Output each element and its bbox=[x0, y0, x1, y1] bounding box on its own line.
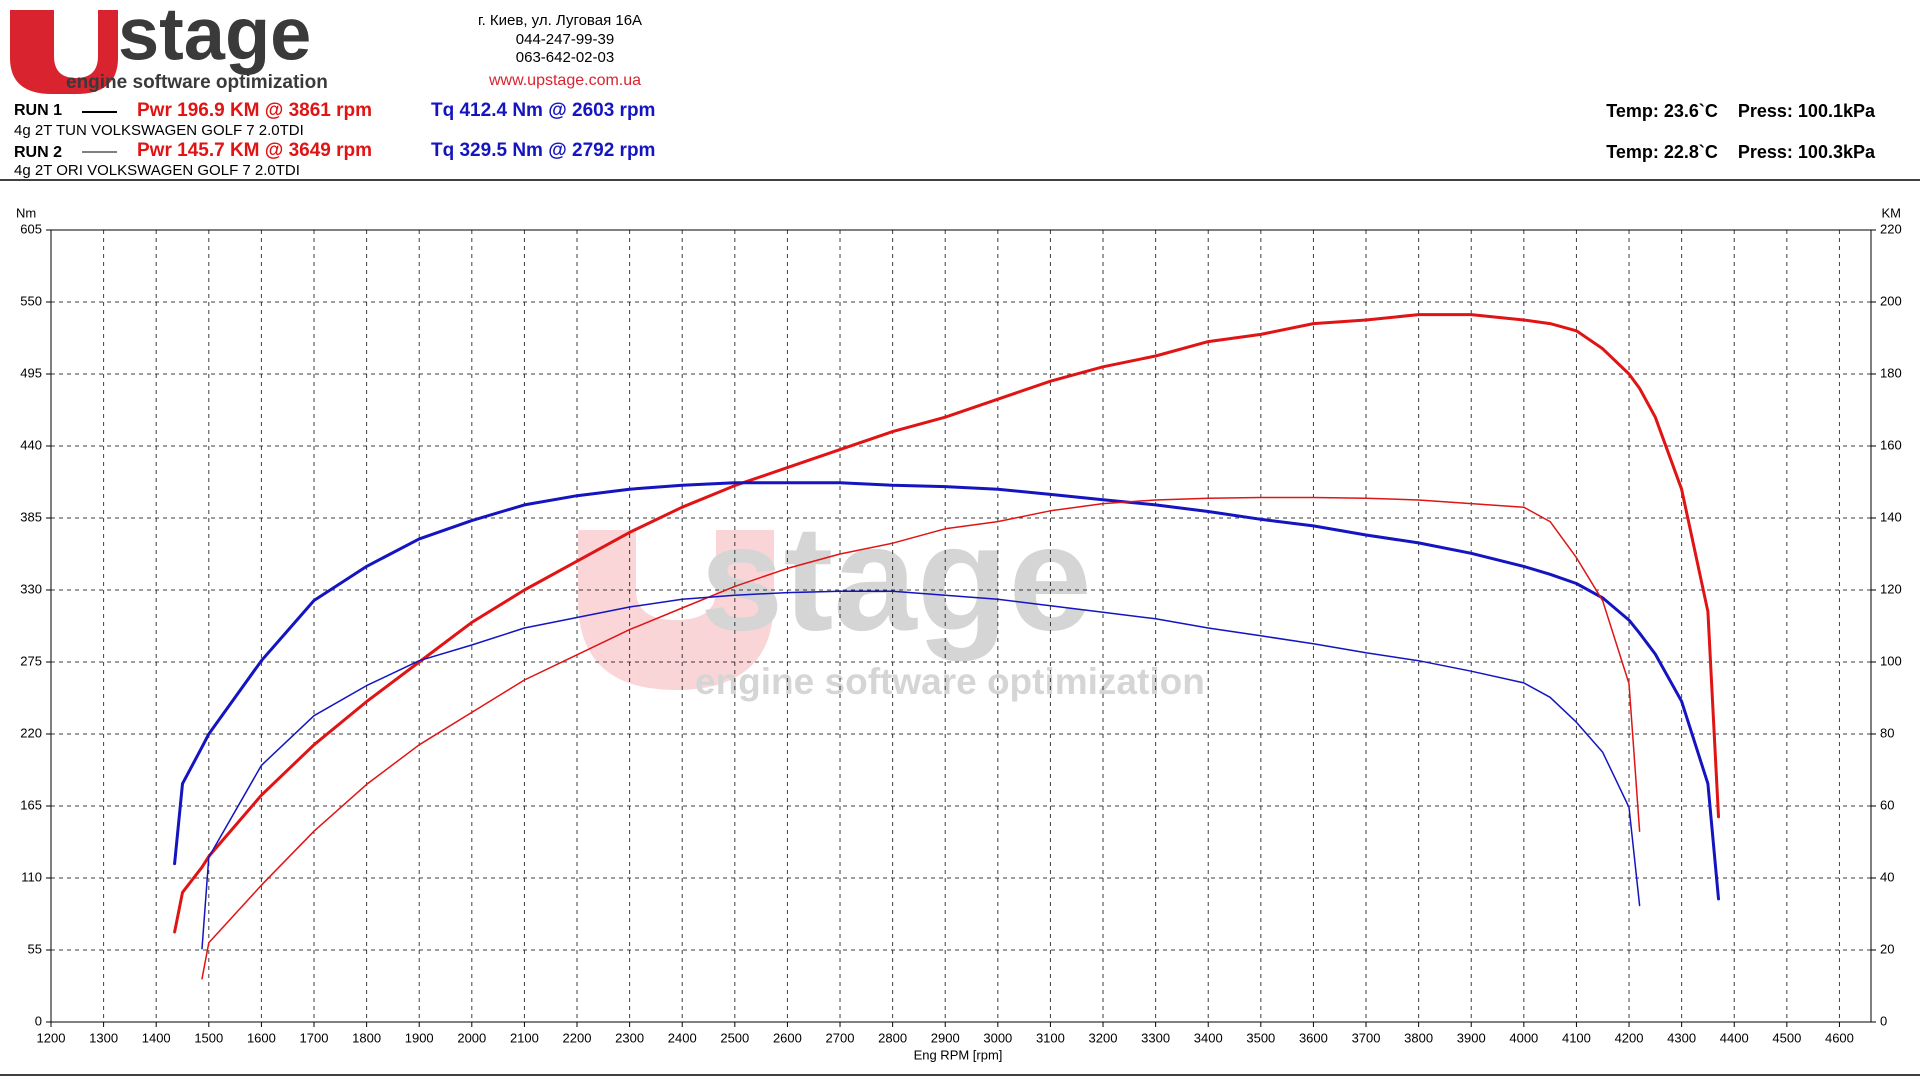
y-tick-label: 440 bbox=[20, 437, 42, 452]
series-line bbox=[173, 481, 1720, 901]
x-tick-label: 3600 bbox=[1299, 1030, 1328, 1045]
address-line: 044-247-99-39 bbox=[516, 31, 614, 48]
x-tick-label: 3700 bbox=[1352, 1030, 1381, 1045]
y2-tick-label: 200 bbox=[1880, 293, 1902, 308]
y-axis-label: Nm bbox=[16, 205, 36, 220]
y-tick-label: 550 bbox=[20, 293, 42, 308]
watermark: stage engine software optimization bbox=[578, 494, 1205, 702]
x-tick-label: 2300 bbox=[615, 1030, 644, 1045]
watermark-text: stage bbox=[700, 494, 1092, 662]
y-tick-label: 385 bbox=[20, 509, 42, 524]
y2-axis-label: KM bbox=[1882, 205, 1902, 220]
y-tick-label: 330 bbox=[20, 581, 42, 596]
x-tick-label: 2100 bbox=[510, 1030, 539, 1045]
x-tick-label: 3300 bbox=[1141, 1030, 1170, 1045]
logo-text: stage bbox=[118, 0, 311, 76]
x-tick-label: 3100 bbox=[1036, 1030, 1065, 1045]
y2-tick-label: 40 bbox=[1880, 869, 1894, 884]
logo-tagline: engine software optimization bbox=[66, 72, 328, 93]
x-tick-label: 2900 bbox=[931, 1030, 960, 1045]
series-line bbox=[201, 496, 1641, 980]
x-tick-label: 4600 bbox=[1825, 1030, 1854, 1045]
logo: stage engine software optimization bbox=[10, 0, 328, 94]
x-tick-label: 4200 bbox=[1615, 1030, 1644, 1045]
x-tick-label: 3000 bbox=[983, 1030, 1012, 1045]
x-tick-label: 3200 bbox=[1089, 1030, 1118, 1045]
website: www.upstage.com.ua bbox=[488, 72, 641, 89]
y-tick-label: 275 bbox=[20, 653, 42, 668]
y-tick-label: 605 bbox=[20, 221, 42, 236]
x-tick-label: 2200 bbox=[563, 1030, 592, 1045]
x-tick-label: 3900 bbox=[1457, 1030, 1486, 1045]
y-tick-label: 55 bbox=[28, 941, 42, 956]
run-label: RUN 2 bbox=[14, 144, 62, 161]
x-tick-label: 2000 bbox=[457, 1030, 486, 1045]
legend-entry: Pwr 145.7 KM @ 3649 rpm bbox=[137, 140, 372, 161]
x-tick-label: 1300 bbox=[89, 1030, 118, 1045]
y2-tick-label: 120 bbox=[1880, 581, 1902, 596]
x-tick-label: 1400 bbox=[142, 1030, 171, 1045]
y-tick-label: 0 bbox=[35, 1013, 42, 1028]
y-tick-label: 220 bbox=[20, 725, 42, 740]
y2-tick-label: 220 bbox=[1880, 221, 1902, 236]
x-tick-label: 2700 bbox=[826, 1030, 855, 1045]
x-tick-label: 1900 bbox=[405, 1030, 434, 1045]
y2-tick-label: 140 bbox=[1880, 509, 1902, 524]
run-conditions: Temp: 22.8`C Press: 100.3kPa bbox=[1606, 142, 1876, 162]
x-axis-label: Eng RPM [rpm] bbox=[914, 1047, 1003, 1062]
y2-tick-label: 80 bbox=[1880, 725, 1894, 740]
legend-entry: Pwr 196.9 KM @ 3861 rpm bbox=[137, 100, 372, 121]
x-tick-label: 2400 bbox=[668, 1030, 697, 1045]
run-description: 4g 2T TUN VOLKSWAGEN GOLF 7 2.0TDI bbox=[14, 122, 304, 139]
x-tick-label: 4100 bbox=[1562, 1030, 1591, 1045]
plot: 1200 1300 1400 1500 1600 1700 1800 1900 2000 2100… bbox=[16, 205, 1902, 1062]
y2-tick-label: 20 bbox=[1880, 941, 1894, 956]
x-tick-label: 1200 bbox=[37, 1030, 66, 1045]
address-line: г. Киев, ул. Луговая 16А bbox=[478, 12, 642, 29]
x-tick-label: 3500 bbox=[1246, 1030, 1275, 1045]
y2-tick-label: 100 bbox=[1880, 653, 1902, 668]
run-label: RUN 1 bbox=[14, 102, 62, 119]
x-tick-label: 1800 bbox=[352, 1030, 381, 1045]
x-tick-label: 2500 bbox=[720, 1030, 749, 1045]
address-line: 063-642-02-03 bbox=[516, 49, 614, 66]
series-line bbox=[173, 313, 1720, 934]
y2-tick-label: 60 bbox=[1880, 797, 1894, 812]
x-tick-label: 4500 bbox=[1772, 1030, 1801, 1045]
x-tick-label: 1500 bbox=[194, 1030, 223, 1045]
x-tick-label: 4300 bbox=[1667, 1030, 1696, 1045]
x-tick-label: 2800 bbox=[878, 1030, 907, 1045]
logo-u bbox=[10, 10, 118, 94]
x-tick-label: 3800 bbox=[1404, 1030, 1433, 1045]
y2-tick-label: 180 bbox=[1880, 365, 1902, 380]
y-tick-label: 495 bbox=[20, 365, 42, 380]
watermark-tagline: engine software optimization bbox=[695, 661, 1205, 702]
y-tick-label: 165 bbox=[20, 797, 42, 812]
y2-tick-label: 160 bbox=[1880, 437, 1902, 452]
y-tick-label: 110 bbox=[21, 869, 42, 884]
run-description: 4g 2T ORI VOLKSWAGEN GOLF 7 2.0TDI bbox=[14, 162, 300, 179]
watermark-u bbox=[578, 530, 774, 690]
run-info: RUN 1 Pwr 196.9 KM @ 3861 rpm Tq 412.4 N… bbox=[14, 100, 1876, 179]
legend-entry: Tq 412.4 Nm @ 2603 rpm bbox=[431, 100, 655, 121]
x-tick-label: 1700 bbox=[300, 1030, 329, 1045]
address: г. Киев, ул. Луговая 16А 044-247-99-39 0… bbox=[478, 12, 642, 89]
x-tick-label: 4000 bbox=[1509, 1030, 1538, 1045]
x-tick-label: 3400 bbox=[1194, 1030, 1223, 1045]
y2-tick-label: 0 bbox=[1880, 1013, 1887, 1028]
x-tick-label: 4400 bbox=[1720, 1030, 1749, 1045]
x-tick-label: 1600 bbox=[247, 1030, 276, 1045]
logo-arrow bbox=[64, 12, 96, 70]
legend-entry: Tq 329.5 Nm @ 2792 rpm bbox=[431, 140, 655, 161]
x-tick-label: 2600 bbox=[773, 1030, 802, 1045]
run-conditions: Temp: 23.6`C Press: 100.1kPa bbox=[1606, 101, 1876, 121]
series-line bbox=[201, 590, 1641, 950]
